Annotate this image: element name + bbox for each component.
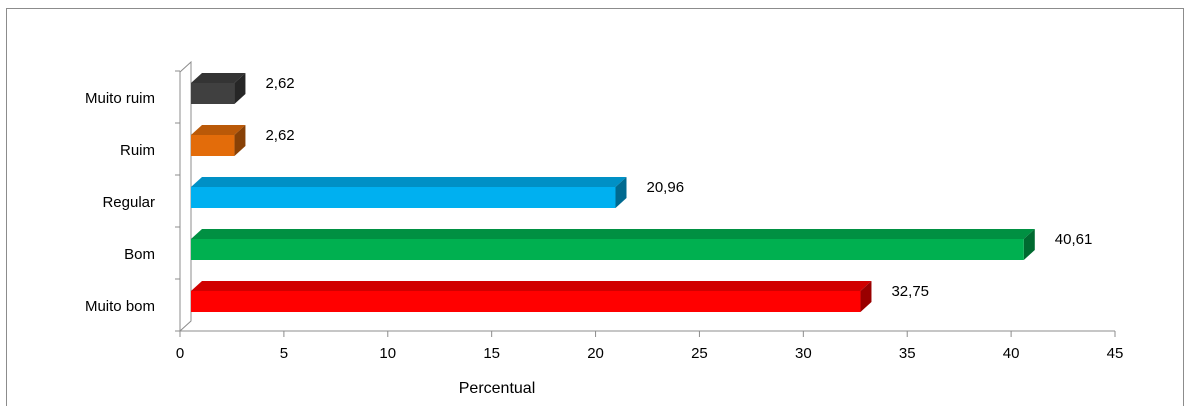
- category-label: Muito bom: [85, 298, 155, 315]
- bar-ruim: [191, 125, 246, 156]
- bar-front-face: [191, 187, 616, 208]
- value-label: 40,61: [1055, 231, 1093, 248]
- bar-top-face: [191, 73, 246, 83]
- bar-muito-bom: [191, 281, 872, 312]
- x-tick-label: 0: [176, 345, 184, 362]
- x-tick-label: 45: [1107, 345, 1124, 362]
- axis-wall: [179, 60, 192, 333]
- bar-bom: [191, 229, 1035, 260]
- value-label: 2,62: [265, 75, 294, 92]
- value-label: 32,75: [891, 283, 929, 300]
- category-label: Ruim: [120, 142, 155, 159]
- value-label: 20,96: [647, 179, 685, 196]
- x-tick-label: 25: [691, 345, 708, 362]
- labels-group: 32,75 Muito bom 40,61 Bom 20,96 Regular 2,62 Ru…: [85, 75, 1092, 315]
- bar-front-face: [191, 135, 235, 156]
- x-tick-label: 10: [379, 345, 396, 362]
- bar-side-face: [615, 177, 627, 208]
- category-label: Regular: [102, 194, 155, 211]
- bar-muito-ruim: [191, 73, 246, 104]
- bar-top-face: [191, 281, 872, 291]
- x-tick-label: 20: [587, 345, 604, 362]
- bar-regular: [191, 177, 627, 208]
- bar-side-face: [234, 125, 246, 156]
- bar-side-face: [234, 73, 246, 104]
- chart-frame: [6, 8, 1184, 406]
- x-tick-label: 35: [899, 345, 916, 362]
- bar-top-face: [191, 125, 246, 135]
- bar-front-face: [191, 291, 861, 312]
- bars-group: [191, 73, 1035, 312]
- bar-front-face: [191, 83, 235, 104]
- chart-axes: 0 5 10 15 20 25 30 35 40 45: [175, 60, 1124, 362]
- bar-side-face: [1023, 229, 1035, 260]
- value-label: 2,62: [265, 127, 294, 144]
- x-axis-title: Percentual: [459, 380, 536, 397]
- bar-front-face: [191, 239, 1024, 260]
- x-tick-label: 15: [483, 345, 500, 362]
- x-tick-label: 5: [280, 345, 288, 362]
- bar-side-face: [860, 281, 872, 312]
- x-tick-label: 40: [1003, 345, 1020, 362]
- bar-top-face: [191, 177, 627, 187]
- x-tick-label: 30: [795, 345, 812, 362]
- bar-top-face: [191, 229, 1035, 239]
- category-label: Bom: [124, 246, 155, 263]
- category-label: Muito ruim: [85, 90, 155, 107]
